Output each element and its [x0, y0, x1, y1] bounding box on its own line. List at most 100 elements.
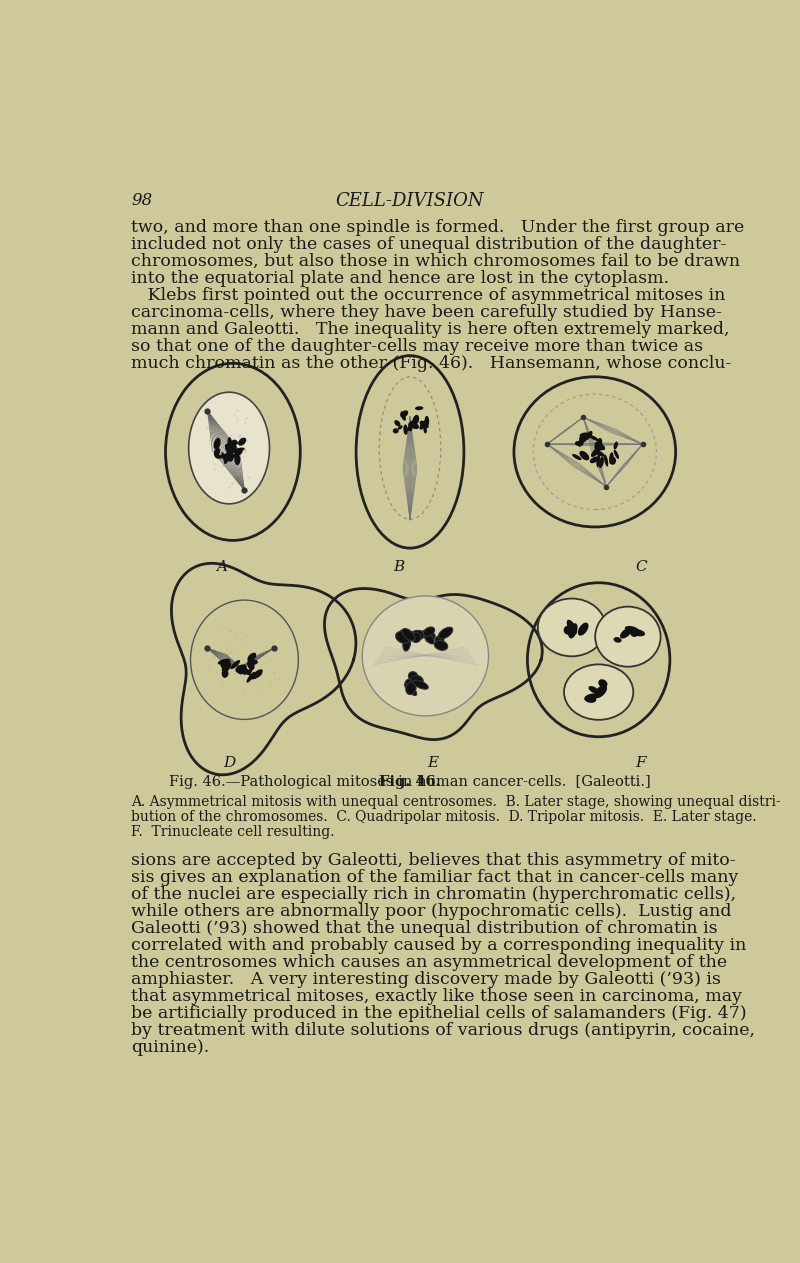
Ellipse shape: [538, 599, 606, 657]
Ellipse shape: [578, 438, 584, 447]
Ellipse shape: [222, 661, 230, 671]
Ellipse shape: [410, 423, 419, 429]
Ellipse shape: [614, 637, 622, 643]
Text: while others are abnormally poor (hypochromatic cells).  Lustig and: while others are abnormally poor (hypoch…: [131, 903, 732, 919]
Ellipse shape: [405, 683, 417, 696]
Ellipse shape: [598, 679, 607, 688]
Ellipse shape: [232, 447, 245, 453]
Ellipse shape: [413, 679, 428, 690]
Ellipse shape: [581, 436, 586, 442]
Text: two, and more than one spindle is formed.   Under the first group are: two, and more than one spindle is formed…: [131, 220, 745, 236]
Ellipse shape: [214, 448, 220, 456]
Ellipse shape: [411, 633, 421, 643]
Text: mann and Galeotti.   The inequality is here often extremely marked,: mann and Galeotti. The inequality is her…: [131, 321, 730, 338]
Text: sions are accepted by Galeotti, believes that this asymmetry of mito-: sions are accepted by Galeotti, believes…: [131, 853, 736, 869]
Ellipse shape: [214, 451, 219, 458]
Text: E: E: [427, 757, 438, 770]
Text: Fig. 46.—Pathological mitoses in human cancer-cells.  [Galeotti.]: Fig. 46.—Pathological mitoses in human c…: [169, 775, 651, 789]
Ellipse shape: [235, 664, 246, 672]
Ellipse shape: [394, 421, 401, 427]
Ellipse shape: [579, 437, 584, 443]
Ellipse shape: [527, 582, 670, 736]
Ellipse shape: [225, 443, 231, 453]
Ellipse shape: [230, 661, 240, 669]
Ellipse shape: [625, 626, 639, 634]
Ellipse shape: [229, 446, 236, 455]
Ellipse shape: [434, 640, 448, 650]
Text: A. Asymmetrical mitosis with unequal centrosomes.  B. Later stage, showing unequ: A. Asymmetrical mitosis with unequal cen…: [131, 794, 781, 808]
Ellipse shape: [249, 661, 254, 673]
Ellipse shape: [426, 633, 435, 642]
Text: so that one of the daughter-cells may receive more than twice as: so that one of the daughter-cells may re…: [131, 338, 703, 355]
Ellipse shape: [227, 441, 238, 446]
Ellipse shape: [419, 424, 424, 429]
Ellipse shape: [226, 451, 233, 458]
Ellipse shape: [614, 442, 618, 450]
Ellipse shape: [236, 669, 242, 674]
Ellipse shape: [407, 426, 413, 432]
Ellipse shape: [575, 441, 583, 446]
Ellipse shape: [423, 424, 427, 433]
Ellipse shape: [410, 630, 425, 640]
Text: included not only the cases of unequal distribution of the daughter-: included not only the cases of unequal d…: [131, 236, 726, 254]
Text: quinine).: quinine).: [131, 1038, 210, 1056]
Ellipse shape: [247, 661, 254, 669]
Ellipse shape: [620, 628, 631, 639]
Ellipse shape: [251, 669, 262, 679]
Polygon shape: [171, 563, 356, 774]
Ellipse shape: [594, 685, 607, 698]
Ellipse shape: [242, 669, 251, 676]
Ellipse shape: [578, 623, 589, 635]
Ellipse shape: [403, 637, 410, 652]
Ellipse shape: [224, 452, 230, 464]
Ellipse shape: [216, 453, 228, 458]
Ellipse shape: [228, 441, 234, 448]
Ellipse shape: [393, 428, 398, 433]
Ellipse shape: [594, 443, 602, 452]
Text: that asymmetrical mitoses, exactly like those seen in carcinoma, may: that asymmetrical mitoses, exactly like …: [131, 988, 742, 1005]
Text: CELL-DIVISION: CELL-DIVISION: [336, 192, 484, 210]
Text: carcinoma-cells, where they have been carefully studied by Hanse-: carcinoma-cells, where they have been ca…: [131, 304, 722, 321]
Ellipse shape: [599, 457, 604, 469]
Ellipse shape: [242, 666, 247, 674]
Ellipse shape: [631, 629, 645, 637]
Ellipse shape: [422, 630, 434, 644]
Ellipse shape: [594, 450, 605, 457]
Ellipse shape: [400, 410, 408, 418]
Ellipse shape: [423, 419, 429, 426]
Text: F.  Trinucleate cell resulting.: F. Trinucleate cell resulting.: [131, 825, 334, 840]
Ellipse shape: [401, 412, 406, 421]
Text: into the equatorial plate and hence are lost in the cytoplasm.: into the equatorial plate and hence are …: [131, 270, 670, 287]
Ellipse shape: [242, 669, 250, 674]
Ellipse shape: [226, 663, 231, 671]
Ellipse shape: [232, 440, 238, 445]
Text: bution of the chromosomes.  C. Quadripolar mitosis.  D. Tripolar mitosis.  E. La: bution of the chromosomes. C. Quadripola…: [131, 810, 757, 823]
Ellipse shape: [227, 437, 232, 447]
Ellipse shape: [569, 623, 578, 639]
Polygon shape: [325, 589, 542, 740]
Ellipse shape: [247, 659, 258, 666]
Ellipse shape: [609, 452, 614, 465]
Text: of the nuclei are especially rich in chromatin (hyperchromatic cells),: of the nuclei are especially rich in chr…: [131, 887, 736, 903]
Ellipse shape: [362, 596, 489, 716]
Ellipse shape: [406, 682, 416, 695]
Ellipse shape: [244, 669, 250, 674]
Ellipse shape: [247, 653, 256, 662]
Ellipse shape: [585, 693, 598, 701]
Ellipse shape: [595, 606, 661, 667]
Ellipse shape: [399, 630, 410, 643]
Ellipse shape: [411, 676, 423, 686]
Text: A: A: [216, 560, 227, 573]
Text: sis gives an explanation of the familiar fact that in cancer-cells many: sis gives an explanation of the familiar…: [131, 869, 738, 887]
Ellipse shape: [579, 451, 590, 461]
Ellipse shape: [610, 457, 616, 465]
Ellipse shape: [415, 407, 423, 410]
Ellipse shape: [398, 426, 402, 429]
Ellipse shape: [597, 453, 600, 467]
Ellipse shape: [166, 364, 300, 541]
Ellipse shape: [230, 443, 237, 451]
Ellipse shape: [614, 450, 619, 458]
Ellipse shape: [405, 678, 417, 687]
Text: amphiaster.   A very interesting discovery made by Galeotti (’93) is: amphiaster. A very interesting discovery…: [131, 971, 721, 988]
Ellipse shape: [589, 434, 599, 441]
